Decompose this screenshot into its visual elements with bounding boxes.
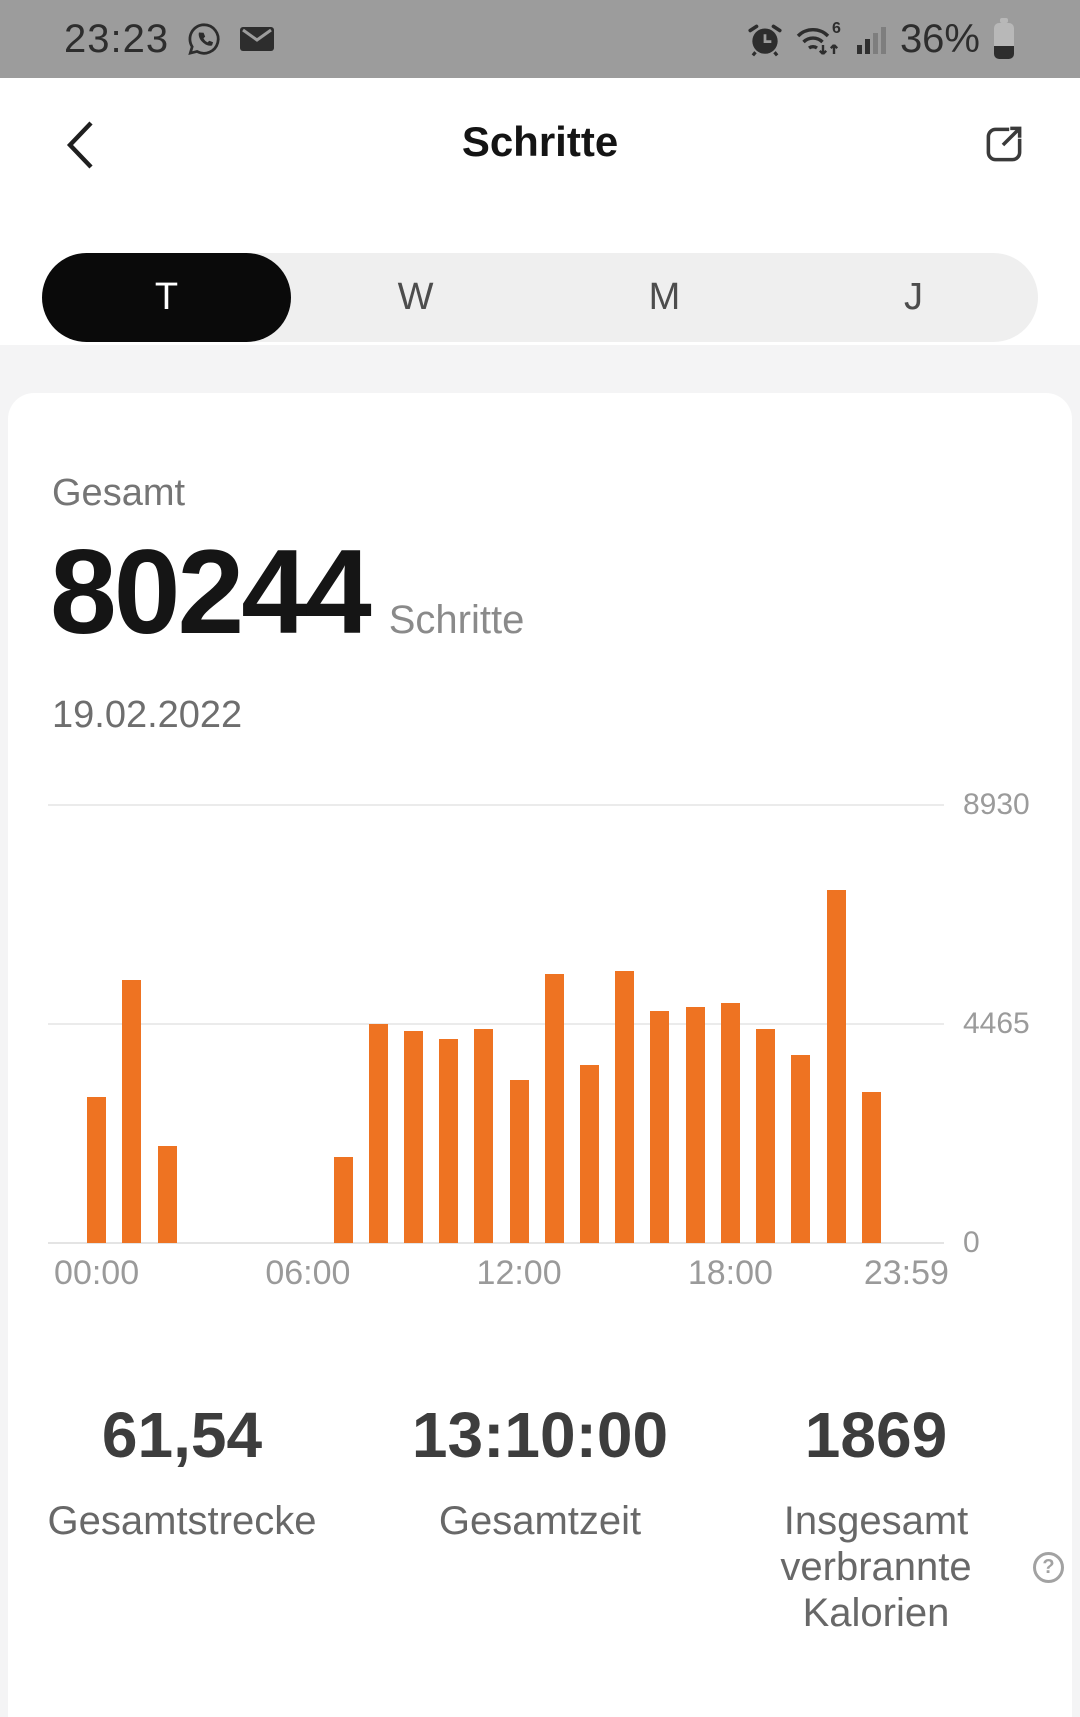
bar-hour-18[interactable] bbox=[720, 1003, 740, 1243]
bar-hour-21[interactable] bbox=[826, 889, 846, 1243]
bar-hour-19[interactable] bbox=[756, 1029, 776, 1243]
gridline-8930 bbox=[48, 804, 944, 806]
back-button[interactable] bbox=[52, 108, 108, 182]
y-axis-label-0: 0 bbox=[963, 1226, 980, 1259]
tab-J[interactable]: J bbox=[789, 253, 1038, 342]
bar-hour-8[interactable] bbox=[368, 1024, 388, 1243]
stat-label: Insgesamt verbrannte Kalorien bbox=[780, 1499, 972, 1635]
bar-hour-0[interactable] bbox=[87, 1096, 107, 1243]
y-axis-label-4465: 4465 bbox=[963, 1007, 1030, 1040]
page-title: Schritte bbox=[461, 118, 619, 165]
svg-text:6: 6 bbox=[832, 20, 841, 37]
stat-gesamtstrecke: 61,54 Gesamtstrecke bbox=[48, 1398, 317, 1544]
stat-insgesamt-verbrannte-kalorien: 1869 Insgesamt verbrannte Kalorien bbox=[780, 1398, 971, 1636]
stat-label: Gesamtzeit bbox=[438, 1499, 642, 1543]
gridline-0 bbox=[48, 1242, 944, 1244]
bar-hour-1[interactable] bbox=[122, 980, 142, 1243]
x-axis-label-0000: 00:00 bbox=[54, 1254, 140, 1292]
stat-value: 1869 bbox=[804, 1399, 948, 1471]
back-icon bbox=[65, 119, 95, 171]
bar-hour-9[interactable] bbox=[404, 1031, 423, 1243]
x-axis-label-2359: 23:59 bbox=[863, 1254, 949, 1292]
summary-label: Gesamt bbox=[52, 472, 186, 514]
bar-hour-10[interactable] bbox=[439, 1039, 459, 1243]
bar-hour-11[interactable] bbox=[474, 1029, 494, 1243]
status-time: 23:23 bbox=[64, 16, 170, 61]
status-bar: 23:23 bbox=[0, 0, 1080, 78]
tab-T[interactable]: T bbox=[42, 253, 291, 342]
bar-hour-14[interactable] bbox=[580, 1065, 599, 1243]
help-icon[interactable]: ? bbox=[1033, 1552, 1064, 1583]
bar-hour-12[interactable] bbox=[509, 1080, 529, 1243]
y-axis-label-8930: 8930 bbox=[963, 788, 1030, 821]
battery-icon bbox=[992, 18, 1016, 60]
summary-date: 19.02.2022 bbox=[52, 694, 243, 736]
stat-gesamtzeit: 13:10:00 Gesamtzeit bbox=[412, 1398, 668, 1544]
bar-hour-13[interactable] bbox=[544, 974, 564, 1243]
steps-total-value: 80244 bbox=[50, 525, 372, 659]
content-card bbox=[8, 393, 1072, 1717]
mail-icon bbox=[239, 24, 275, 54]
bar-hour-17[interactable] bbox=[685, 1007, 705, 1243]
bar-hour-15[interactable] bbox=[615, 971, 635, 1243]
stat-value: 61,54 bbox=[101, 1399, 263, 1471]
tab-M[interactable]: M bbox=[540, 253, 789, 342]
stat-value: 13:10:00 bbox=[411, 1399, 669, 1471]
steps-unit: Schritte bbox=[388, 598, 525, 642]
status-bar-left: 23:23 bbox=[64, 17, 275, 62]
x-axis-label-0600: 06:00 bbox=[265, 1254, 351, 1292]
x-axis-label-1200: 12:00 bbox=[476, 1254, 562, 1292]
stat-label: Gesamtstrecke bbox=[47, 1499, 317, 1543]
tab-W[interactable]: W bbox=[291, 253, 540, 342]
signal-strength-icon bbox=[856, 23, 888, 55]
bar-hour-20[interactable] bbox=[791, 1055, 811, 1243]
bar-hour-7[interactable] bbox=[333, 1157, 353, 1243]
gridline-4465 bbox=[48, 1023, 944, 1025]
x-axis-label-1800: 18:00 bbox=[687, 1254, 773, 1292]
bar-hour-16[interactable] bbox=[650, 1011, 670, 1243]
steps-summary: 80244 Schritte bbox=[50, 532, 524, 652]
battery-percent: 36% bbox=[899, 16, 980, 61]
status-bar-right: 6 36% bbox=[746, 17, 1016, 62]
share-icon bbox=[979, 119, 1029, 169]
wifi-6-icon: 6 bbox=[796, 19, 844, 59]
bar-hour-2[interactable] bbox=[157, 1145, 177, 1243]
bar-hour-22[interactable] bbox=[861, 1091, 881, 1243]
alarm-icon bbox=[746, 20, 784, 58]
whatsapp-icon bbox=[185, 20, 223, 58]
share-button[interactable] bbox=[972, 104, 1036, 184]
